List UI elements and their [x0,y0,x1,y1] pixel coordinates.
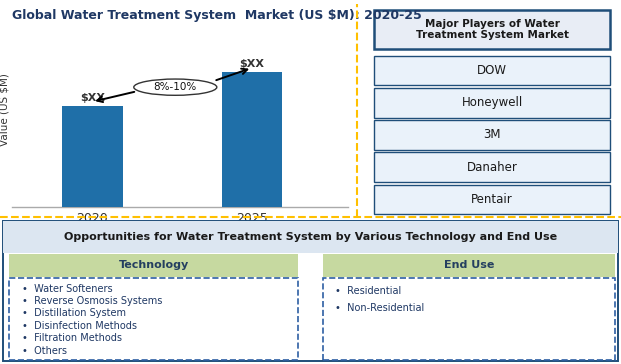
Text: $XX: $XX [79,93,105,103]
Text: •  Disinfection Methods: • Disinfection Methods [22,321,137,331]
Text: End Use: End Use [443,260,494,270]
FancyBboxPatch shape [3,221,618,361]
Text: 8%-10%: 8%-10% [153,82,197,92]
FancyBboxPatch shape [374,88,610,118]
Text: Technology: Technology [119,260,189,270]
Text: DOW: DOW [477,64,507,77]
Text: Major Players of Water
Treatment System Market: Major Players of Water Treatment System … [415,19,569,40]
Text: •  Others: • Others [22,345,66,356]
Text: •  Distillation System: • Distillation System [22,308,125,318]
Text: •  Reverse Osmosis Systems: • Reverse Osmosis Systems [22,296,162,306]
Text: •  Water Softeners: • Water Softeners [22,284,112,294]
Y-axis label: Value (US $M): Value (US $M) [0,73,10,146]
Text: •  Filtration Methods: • Filtration Methods [22,333,122,343]
Text: •  Non-Residential: • Non-Residential [335,302,425,313]
FancyBboxPatch shape [323,278,615,360]
Text: Pentair: Pentair [471,193,513,206]
Text: $XX: $XX [240,59,265,69]
FancyBboxPatch shape [374,56,610,85]
FancyBboxPatch shape [3,221,618,253]
Text: 3M: 3M [483,128,501,142]
Text: •  Residential: • Residential [335,286,402,296]
Text: Global Water Treatment System  Market (US $M): 2020-25: Global Water Treatment System Market (US… [12,9,422,22]
Text: Danaher: Danaher [467,161,517,174]
FancyBboxPatch shape [374,152,610,182]
FancyBboxPatch shape [374,185,610,214]
FancyBboxPatch shape [323,254,615,277]
Text: Honeywell: Honeywell [461,96,523,109]
FancyBboxPatch shape [9,278,298,360]
Bar [222,72,283,207]
FancyBboxPatch shape [374,11,610,49]
FancyBboxPatch shape [374,120,610,150]
Bar [62,106,122,207]
Text: Source: Lucintel: Source: Lucintel [261,226,340,236]
Text: Opportunities for Water Treatment System by Various Technology and End Use: Opportunities for Water Treatment System… [64,232,557,242]
FancyBboxPatch shape [9,254,298,277]
